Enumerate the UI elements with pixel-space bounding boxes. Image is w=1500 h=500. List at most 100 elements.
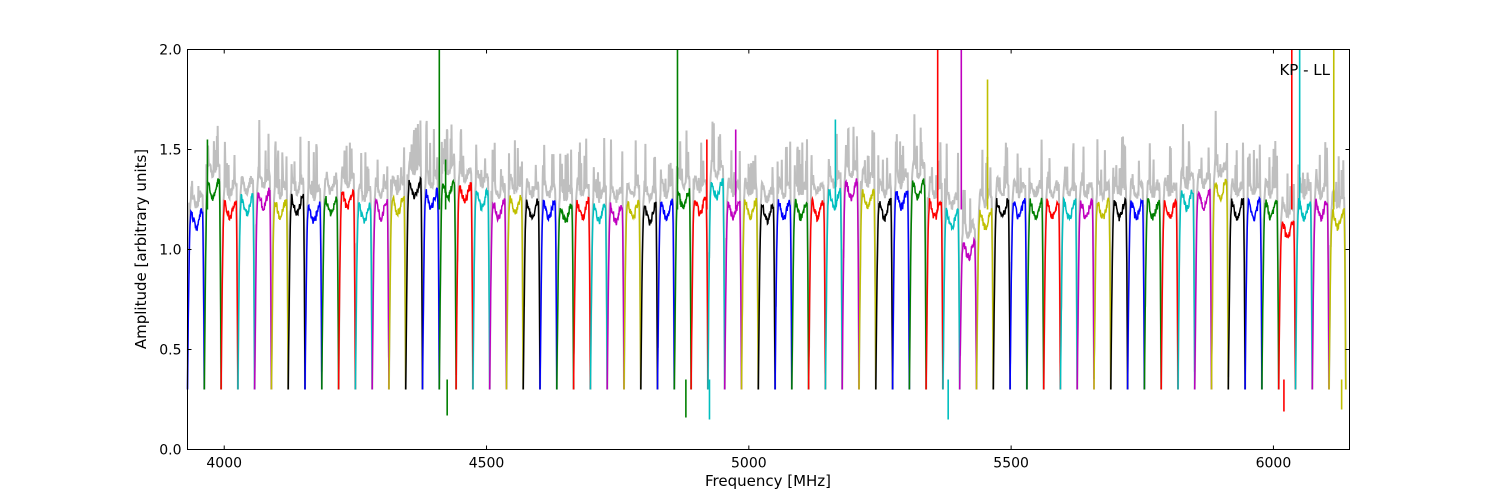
plot-frame: [187, 49, 1350, 450]
channel-series-13: [404, 175, 424, 390]
background-channel-14: [421, 120, 441, 390]
channel-series-37: [807, 195, 827, 390]
background-channel-16: [455, 129, 474, 390]
channel-series-31: [707, 178, 726, 390]
channel-series-20: [522, 198, 541, 390]
channel-series-40: [858, 188, 877, 390]
channel-series-8: [321, 195, 340, 390]
x-tick-label-0: 4000: [206, 456, 242, 472]
background-channel-59: [1177, 124, 1196, 390]
background-channel-28: [656, 162, 676, 390]
channel-series-47: [975, 208, 995, 390]
background-channel-22: [555, 149, 575, 390]
channel-series-46: [958, 236, 978, 390]
background-channel-12: [387, 147, 407, 390]
channel-series-66: [1294, 198, 1314, 390]
background-channel-37: [807, 155, 827, 374]
channel-series-65: [1277, 220, 1297, 390]
background-channel-7: [304, 140, 323, 390]
channel-series-32: [723, 200, 743, 390]
channel-series-63: [1244, 195, 1263, 390]
background-channel-4: [253, 119, 273, 390]
background-channel-6: [287, 136, 306, 390]
background-channel-11: [371, 159, 390, 390]
background-channel-62: [1227, 142, 1247, 390]
background-channel-44: [925, 142, 944, 390]
channel-series-61: [1210, 178, 1230, 390]
channel-series-51: [1042, 198, 1062, 390]
channel-series-59: [1177, 189, 1196, 390]
channel-series-19: [505, 194, 524, 390]
background-channel-50: [1025, 139, 1045, 390]
background-channel-2: [220, 141, 239, 390]
channel-series-22: [556, 203, 575, 390]
background-channel-24: [589, 137, 609, 390]
ticks-layer: 4000 4500 5000 5500 6000 0.0 0.5 1.0 1.5 2.0: [159, 43, 1350, 472]
background-channel-35: [774, 141, 793, 390]
background-channel-68: [1328, 156, 1347, 390]
background-channel-55: [1109, 136, 1129, 390]
background-channel-65: [1277, 173, 1297, 390]
channel-series-39: [841, 178, 860, 390]
channel-series-62: [1227, 197, 1246, 390]
channel-series-34: [757, 202, 776, 390]
channel-series-15: [438, 178, 457, 390]
channel-series-5: [270, 199, 289, 390]
background-channel-34: [757, 167, 777, 390]
channel-series-4: [253, 187, 273, 390]
background-channel-25: [606, 139, 625, 390]
background-channel-15: [438, 124, 458, 390]
channel-series-44: [925, 198, 944, 390]
background-channel-18: [488, 142, 508, 390]
y-tick-label-1: 0.5: [159, 343, 181, 359]
channel-series-23: [572, 196, 592, 390]
channel-series-25: [606, 202, 625, 390]
background-channel-47: [975, 149, 995, 390]
channel-series-11: [371, 197, 390, 390]
channel-series-21: [539, 199, 558, 390]
background-channel-0: [186, 180, 206, 390]
x-tick-label-2: 5000: [731, 456, 767, 472]
background-channel-63: [1244, 144, 1263, 390]
background-channel-43: [908, 114, 928, 390]
background-channel-5: [270, 141, 290, 390]
x-axis-label: Frequency [MHz]: [705, 472, 831, 490]
background-channel-23: [572, 138, 592, 390]
background-channel-57: [1143, 143, 1163, 390]
channel-series-48: [992, 198, 1011, 390]
channel-series-16: [455, 182, 474, 390]
background-channel-58: [1160, 146, 1179, 390]
channel-series-1: [203, 178, 222, 390]
background-channel-30: [690, 142, 709, 390]
channel-series-67: [1311, 198, 1330, 390]
channel-series-52: [1059, 196, 1078, 390]
channel-series-35: [774, 199, 793, 390]
background-channel-33: [740, 155, 760, 390]
background-channel-13: [404, 120, 424, 390]
channel-series-49: [1009, 198, 1028, 390]
channel-series-7: [304, 201, 323, 390]
y-tick-label-2: 1.0: [159, 243, 181, 259]
channel-series-30: [690, 196, 709, 390]
background-channel-54: [1093, 139, 1112, 390]
background-channel-39: [841, 126, 860, 390]
channel-series-57: [1143, 198, 1162, 390]
x-tick-label-1: 4500: [469, 456, 505, 472]
background-channel-8: [320, 171, 340, 380]
y-tick-label-4: 2.0: [159, 43, 181, 59]
y-axis-label: Amplitude [arbitrary units]: [132, 149, 150, 349]
series-layer: [186, 49, 1347, 420]
channel-series-0: [186, 208, 206, 390]
background-channel-9: [337, 142, 357, 390]
background-channel-64: [1260, 140, 1280, 390]
channel-series-28: [656, 198, 676, 390]
x-tick-label-3: 5500: [993, 456, 1029, 472]
background-channel-56: [1126, 160, 1146, 390]
channel-series-42: [891, 190, 911, 390]
channel-series-2: [220, 199, 239, 390]
channel-series-24: [589, 203, 608, 390]
background-channel-32: [723, 150, 743, 390]
channel-series-18: [488, 198, 508, 390]
background-channel-36: [790, 139, 810, 390]
